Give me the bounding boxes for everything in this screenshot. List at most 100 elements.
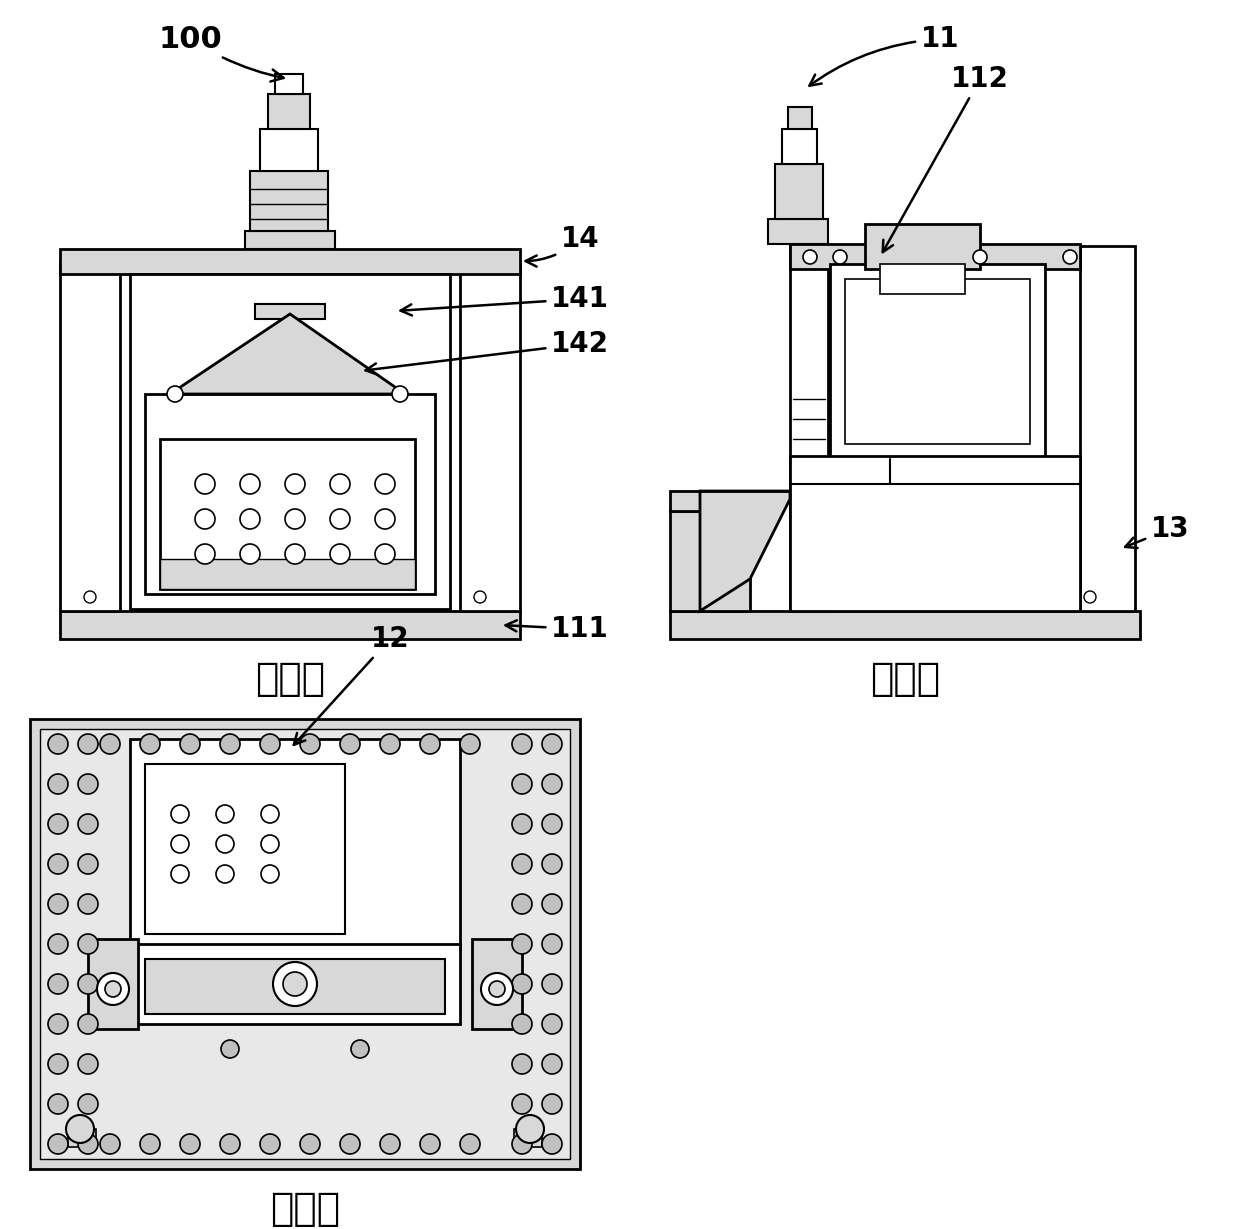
Circle shape	[489, 981, 505, 997]
Bar	[30, 719, 580, 1169]
Circle shape	[216, 834, 234, 853]
Circle shape	[973, 249, 987, 264]
Bar	[515, 1129, 542, 1147]
Bar	[60, 611, 520, 639]
Bar	[145, 395, 435, 594]
Circle shape	[180, 1134, 200, 1154]
Circle shape	[542, 1014, 562, 1034]
Circle shape	[78, 1134, 98, 1154]
Circle shape	[78, 893, 98, 914]
Circle shape	[260, 805, 279, 823]
Bar	[250, 171, 329, 231]
Text: 111: 111	[506, 614, 609, 643]
Circle shape	[48, 814, 68, 834]
Circle shape	[330, 509, 350, 528]
Bar	[130, 944, 460, 1024]
Circle shape	[260, 1134, 280, 1154]
Circle shape	[48, 1054, 68, 1074]
Circle shape	[512, 1134, 532, 1154]
Circle shape	[283, 972, 308, 995]
Circle shape	[100, 1134, 120, 1154]
Circle shape	[260, 865, 279, 882]
Circle shape	[78, 1014, 98, 1034]
Bar	[670, 511, 750, 611]
Circle shape	[241, 474, 260, 494]
Bar	[670, 492, 701, 511]
Circle shape	[481, 973, 513, 1005]
Circle shape	[180, 734, 200, 755]
Circle shape	[512, 774, 532, 794]
Circle shape	[105, 981, 122, 997]
Circle shape	[78, 814, 98, 834]
Bar	[40, 729, 570, 1159]
Circle shape	[379, 734, 401, 755]
Circle shape	[241, 509, 260, 528]
Circle shape	[512, 1094, 532, 1113]
Text: 112: 112	[883, 65, 1009, 252]
Circle shape	[195, 474, 215, 494]
Circle shape	[1084, 591, 1096, 603]
Bar	[670, 611, 1140, 639]
Circle shape	[374, 474, 396, 494]
Circle shape	[48, 774, 68, 794]
Circle shape	[171, 865, 188, 882]
Bar	[472, 939, 522, 1029]
Circle shape	[300, 1134, 320, 1154]
Circle shape	[542, 975, 562, 994]
Circle shape	[216, 805, 234, 823]
Circle shape	[66, 1115, 94, 1143]
Circle shape	[78, 975, 98, 994]
Circle shape	[195, 509, 215, 528]
Text: 142: 142	[366, 331, 609, 375]
Circle shape	[285, 544, 305, 564]
Circle shape	[78, 774, 98, 794]
Circle shape	[542, 1134, 562, 1154]
Circle shape	[516, 1115, 544, 1143]
Bar	[60, 261, 120, 611]
Circle shape	[48, 1134, 68, 1154]
Bar	[60, 249, 520, 274]
Bar	[246, 231, 335, 249]
Circle shape	[512, 734, 532, 755]
Bar	[145, 764, 345, 934]
Circle shape	[219, 1134, 241, 1154]
Bar	[866, 224, 980, 269]
Text: 左视图: 左视图	[870, 660, 940, 698]
Polygon shape	[170, 313, 405, 395]
Bar	[775, 163, 823, 219]
Circle shape	[512, 814, 532, 834]
Circle shape	[1063, 249, 1078, 264]
Bar	[790, 245, 1080, 269]
Circle shape	[78, 934, 98, 954]
Circle shape	[374, 544, 396, 564]
Circle shape	[512, 934, 532, 954]
Bar	[130, 739, 460, 949]
Circle shape	[542, 934, 562, 954]
Circle shape	[171, 834, 188, 853]
Bar	[768, 219, 828, 245]
Circle shape	[84, 591, 95, 603]
Bar	[88, 939, 138, 1029]
Bar	[145, 959, 445, 1014]
Bar	[255, 304, 325, 320]
Bar	[130, 274, 450, 610]
Bar	[830, 264, 1045, 458]
Circle shape	[48, 854, 68, 874]
Circle shape	[512, 854, 532, 874]
Bar	[460, 261, 520, 611]
Text: 12: 12	[294, 626, 409, 745]
Bar	[260, 129, 317, 171]
Bar	[160, 559, 415, 589]
Circle shape	[512, 975, 532, 994]
Bar	[844, 279, 1030, 444]
Circle shape	[285, 509, 305, 528]
Circle shape	[171, 805, 188, 823]
Circle shape	[420, 734, 440, 755]
Circle shape	[300, 734, 320, 755]
Circle shape	[78, 1094, 98, 1113]
Text: 11: 11	[810, 25, 960, 86]
Circle shape	[374, 509, 396, 528]
Bar	[782, 129, 817, 163]
Text: 13: 13	[1125, 515, 1189, 548]
Circle shape	[78, 854, 98, 874]
